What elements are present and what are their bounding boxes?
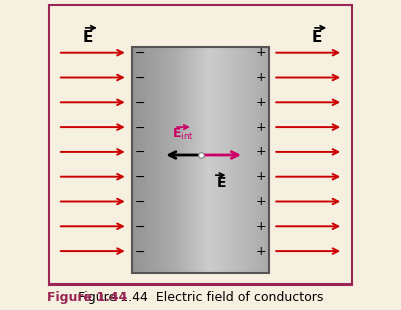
Bar <box>144 46 146 273</box>
Bar <box>228 46 230 273</box>
Bar <box>257 46 259 273</box>
Bar <box>266 46 269 273</box>
Text: Figure 1.44  Electric field of conductors: Figure 1.44 Electric field of conductors <box>78 291 323 304</box>
Text: $+$: $+$ <box>255 71 267 84</box>
Bar <box>169 46 171 273</box>
Bar <box>191 46 194 273</box>
Bar <box>253 46 255 273</box>
Bar <box>153 46 155 273</box>
Bar <box>205 46 207 273</box>
Bar <box>135 46 137 273</box>
Bar <box>148 46 150 273</box>
Bar <box>225 46 228 273</box>
Text: $-$: $-$ <box>134 245 146 258</box>
Text: $\mathbf{E}$: $\mathbf{E}$ <box>216 176 227 190</box>
Bar <box>160 46 162 273</box>
Text: Figure 1.44: Figure 1.44 <box>47 291 128 304</box>
Text: $+$: $+$ <box>255 220 267 233</box>
Bar <box>230 46 232 273</box>
Bar <box>171 46 173 273</box>
Bar <box>219 46 221 273</box>
Bar <box>176 46 178 273</box>
Bar <box>142 46 144 273</box>
Bar <box>196 46 198 273</box>
Text: $+$: $+$ <box>255 245 267 258</box>
Bar <box>137 46 139 273</box>
Text: $-$: $-$ <box>134 145 146 158</box>
Bar <box>221 46 223 273</box>
Bar <box>157 46 160 273</box>
Bar <box>146 46 148 273</box>
Text: $-$: $-$ <box>134 195 146 208</box>
Text: $\mathbf{E}$: $\mathbf{E}$ <box>311 29 322 45</box>
Bar <box>217 46 219 273</box>
Text: $-$: $-$ <box>134 121 146 134</box>
Text: $\mathbf{E}$: $\mathbf{E}$ <box>82 29 93 45</box>
Bar <box>173 46 176 273</box>
Bar <box>210 46 212 273</box>
Bar <box>132 46 135 273</box>
Bar <box>214 46 217 273</box>
Bar <box>184 46 187 273</box>
Bar <box>189 46 191 273</box>
Bar <box>244 46 246 273</box>
Text: $+$: $+$ <box>255 121 267 134</box>
Bar <box>264 46 266 273</box>
Text: $-$: $-$ <box>134 170 146 183</box>
Bar <box>237 46 239 273</box>
Bar <box>262 46 264 273</box>
Text: $-$: $-$ <box>134 46 146 59</box>
Bar <box>150 46 153 273</box>
Bar <box>200 46 203 273</box>
Bar <box>248 46 251 273</box>
Text: $+$: $+$ <box>255 170 267 183</box>
Bar <box>255 46 257 273</box>
Bar <box>187 46 189 273</box>
Bar <box>232 46 235 273</box>
Bar <box>251 46 253 273</box>
Bar <box>203 46 205 273</box>
Bar <box>241 46 244 273</box>
Text: $-$: $-$ <box>134 220 146 233</box>
Bar <box>178 46 180 273</box>
Bar <box>235 46 237 273</box>
Bar <box>246 46 248 273</box>
Bar <box>164 46 166 273</box>
Bar <box>132 46 269 273</box>
Text: $+$: $+$ <box>255 145 267 158</box>
Text: $\mathbf{E}_{\mathrm{int}}$: $\mathbf{E}_{\mathrm{int}}$ <box>172 127 193 142</box>
Bar <box>139 46 142 273</box>
Bar <box>207 46 210 273</box>
Bar <box>259 46 262 273</box>
Bar <box>194 46 196 273</box>
Bar <box>182 46 184 273</box>
Text: $+$: $+$ <box>255 195 267 208</box>
Bar <box>155 46 157 273</box>
Text: $-$: $-$ <box>134 71 146 84</box>
Text: $-$: $-$ <box>134 96 146 109</box>
Bar <box>223 46 225 273</box>
Text: $+$: $+$ <box>255 46 267 59</box>
Bar <box>198 46 200 273</box>
Bar <box>212 46 214 273</box>
Bar <box>162 46 164 273</box>
Bar <box>180 46 182 273</box>
Bar <box>166 46 169 273</box>
Bar <box>239 46 241 273</box>
Text: $+$: $+$ <box>255 96 267 109</box>
